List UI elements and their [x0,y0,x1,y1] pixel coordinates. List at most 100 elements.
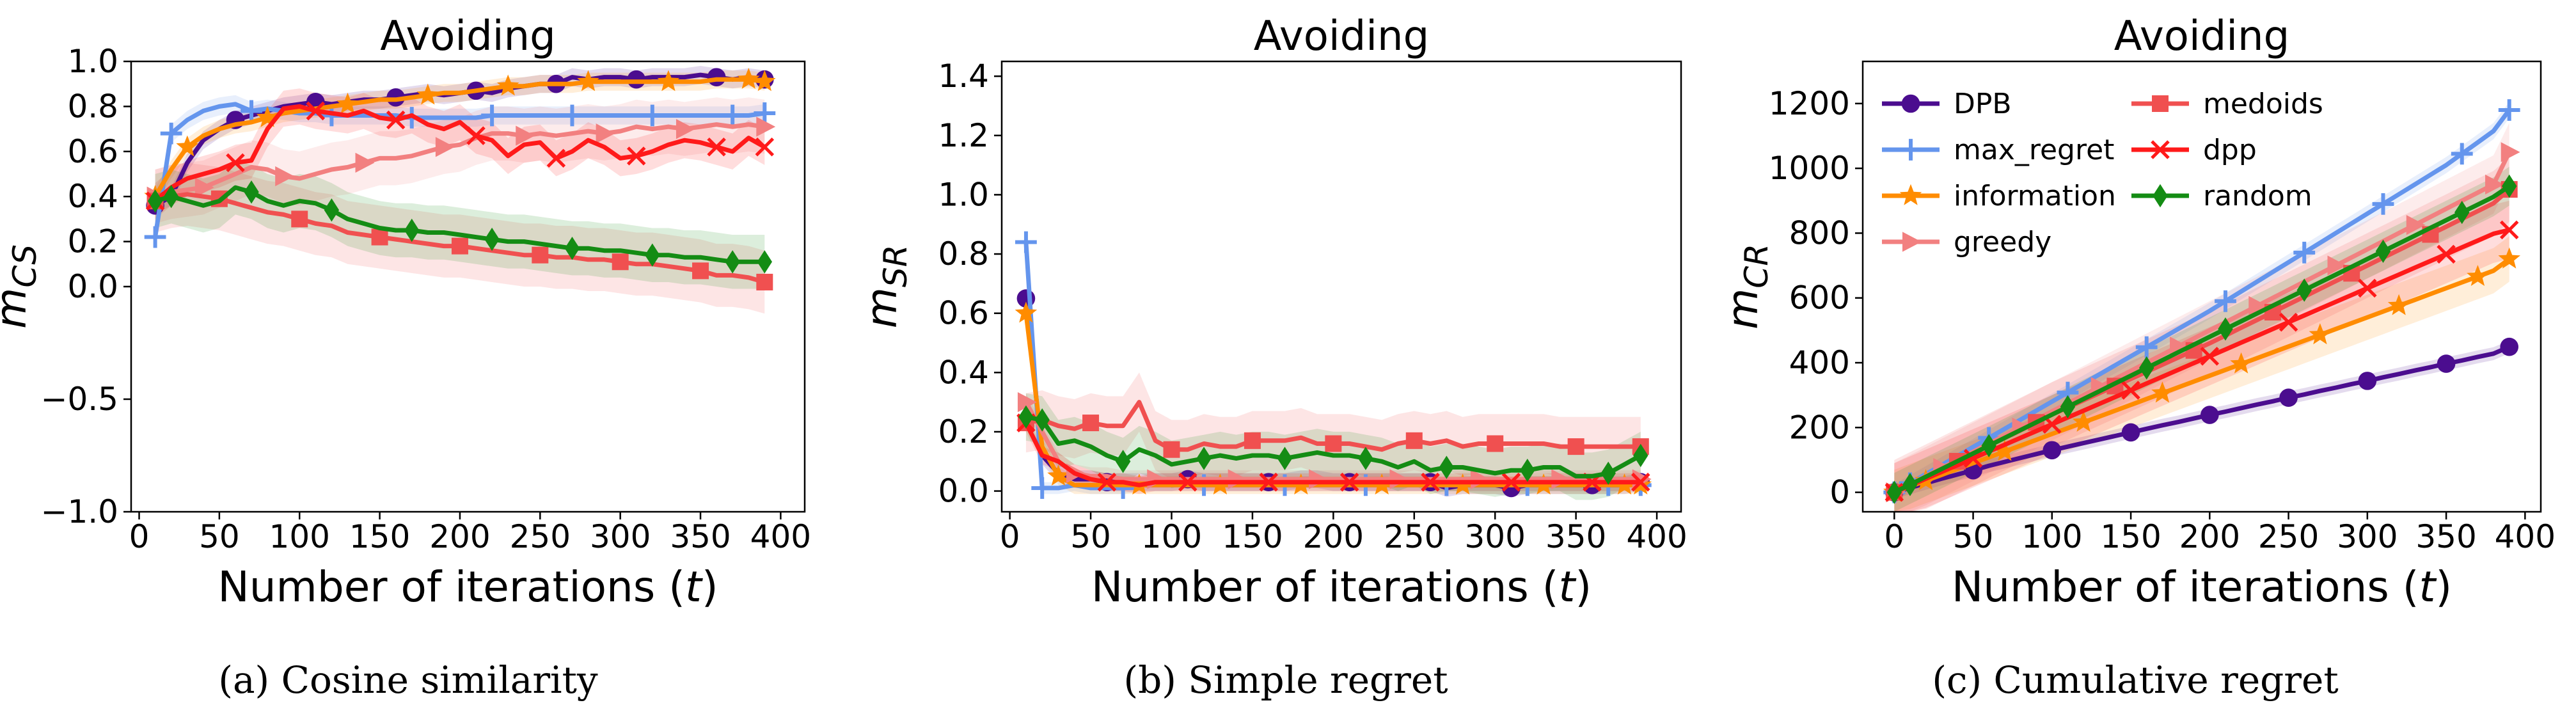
data-point-dpp [2437,244,2456,264]
band-greedy [155,97,765,224]
data-point-greedy [2170,336,2189,357]
axes-frame [1861,60,2542,513]
data-point-dpp [2279,312,2298,332]
data-point-dpb [2121,423,2140,442]
data-point-greedy [2327,255,2347,276]
data-point-random [2454,200,2470,225]
data-point-random [1439,455,1455,479]
data-point-greedy [2485,174,2504,195]
x-tick-label: 100 [1141,518,1202,555]
legend-label: medoids [2203,88,2323,120]
x-tick-label: 250 [1384,518,1444,555]
y-tick-label: 800 [1789,214,1850,251]
y-tick-label: 0 [1829,474,1850,511]
data-point-max-regret [754,102,776,124]
y-axis-label: mCS [0,244,43,329]
data-point-random [1600,461,1616,485]
data-point-max-regret [481,104,503,127]
data-point-random [645,243,660,267]
legend-marker [2152,95,2169,112]
data-point-random [1358,447,1373,470]
y-tick-label: 0.2 [67,223,118,260]
data-point-max-regret [160,122,182,145]
data-point-greedy [756,116,776,137]
data-point-max-regret [2372,193,2394,215]
data-point-random [2501,174,2517,198]
legend-marker [1901,94,1920,113]
x-tick-label: 150 [1222,518,1283,555]
legend-marker [2151,140,2170,159]
data-point-information [1047,464,1070,486]
data-point-information [1015,301,1038,323]
chart-title: Avoiding [2114,13,2289,60]
data-point-information [2072,411,2095,432]
data-point-greedy [355,152,375,173]
data-point-max-regret [2215,290,2236,312]
data-point-random [1277,447,1293,470]
x-tick-label: 0 [1884,518,1904,555]
data-point-dpp [386,110,406,130]
data-point-random [725,250,740,274]
legend-label: greedy [1954,226,2051,258]
data-point-dpp [1421,472,1440,492]
y-tick-label: 0.6 [938,295,989,332]
data-point-dpb [707,68,726,86]
series-line-dpp [1023,422,1641,487]
data-point-dpp [2499,220,2519,240]
data-point-information [2230,352,2252,374]
data-point-information [657,70,680,91]
data-point-information [577,70,599,91]
data-point-dpp [306,101,326,121]
legend-marker [1899,184,1922,205]
data-point-dpp [1631,472,1650,492]
data-point-dpb [2437,354,2456,373]
legend-label: dpp [2203,134,2257,166]
y-tick-label: 1.2 [938,117,989,154]
y-tick-label: −1.0 [41,493,118,530]
data-point-information [416,83,439,105]
x-tick-label: 50 [1070,518,1111,555]
legend-item-medoids: medoids [2131,88,2323,120]
x-tick-label: 400 [750,518,811,555]
data-point-greedy [2501,142,2520,162]
plot-area [1883,99,2520,512]
y-tick-label: 0.2 [938,413,989,450]
data-point-random [1018,405,1034,429]
data-point-information [2309,323,2332,345]
legend-item-greedy: greedy [1882,226,2051,258]
data-point-medoids [1405,432,1423,449]
legend-item-dpp: dpp [2131,134,2257,166]
data-point-random [163,185,179,209]
data-point-greedy [194,177,214,198]
data-point-random [2060,395,2076,419]
data-point-information [496,74,519,96]
data-point-random [1902,473,1918,496]
legend-item-dpb: DPB [1882,88,2012,120]
data-point-random [244,180,259,204]
data-point-information [754,70,776,91]
y-tick-label: 1.4 [938,58,989,95]
data-point-random [2139,356,2154,380]
data-point-random [2218,317,2233,341]
data-point-information [1993,439,2016,461]
chart-panel-1: 0 50 100 150 200 250 300 350 400 −1.0 −0.5 0.0 0.2 0.… [0,13,811,702]
data-point-dpp [466,126,486,145]
data-point-max-regret [1031,477,1054,499]
y-tick-label: 0.0 [67,268,118,305]
data-point-max-regret [144,226,166,248]
data-point-random [484,227,500,251]
data-point-medoids [371,228,388,246]
x-tick-label: 200 [2179,518,2240,555]
axes-frame [1000,60,1682,513]
plot-area [1015,231,1652,500]
y-tick-label: −0.5 [41,381,118,418]
plot-area [144,66,776,314]
x-tick-label: 150 [2100,518,2161,555]
data-point-random [2375,239,2391,263]
x-tick-label: 350 [670,518,731,555]
data-point-information [2467,265,2489,286]
x-tick-label: 200 [429,518,490,555]
data-point-max-regret [722,104,744,127]
legend-marker [2153,184,2168,208]
series-line-dpp [1893,227,2510,494]
